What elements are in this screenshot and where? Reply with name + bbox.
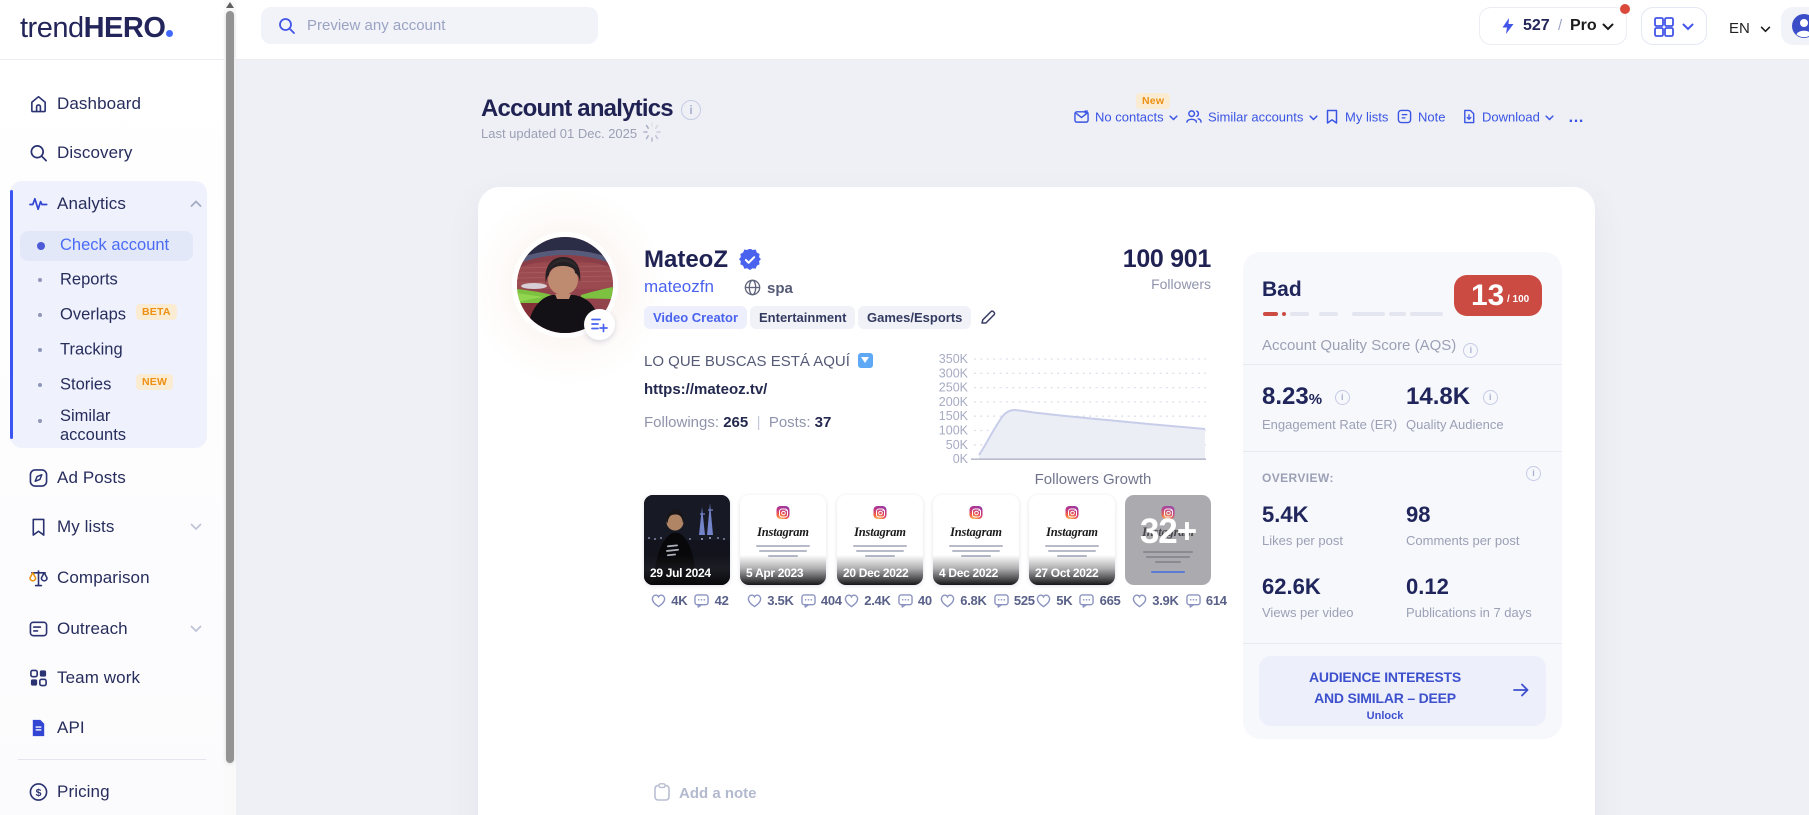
svg-text:150K: 150K (939, 409, 969, 423)
svg-text:50K: 50K (946, 438, 969, 452)
svg-text:250K: 250K (939, 381, 969, 395)
svg-text:0K: 0K (953, 452, 969, 466)
svg-text:300K: 300K (939, 366, 969, 380)
svg-text:350K: 350K (939, 352, 969, 366)
svg-text:200K: 200K (939, 395, 969, 409)
svg-text:100K: 100K (939, 424, 969, 438)
svg-text:$: $ (36, 788, 42, 799)
